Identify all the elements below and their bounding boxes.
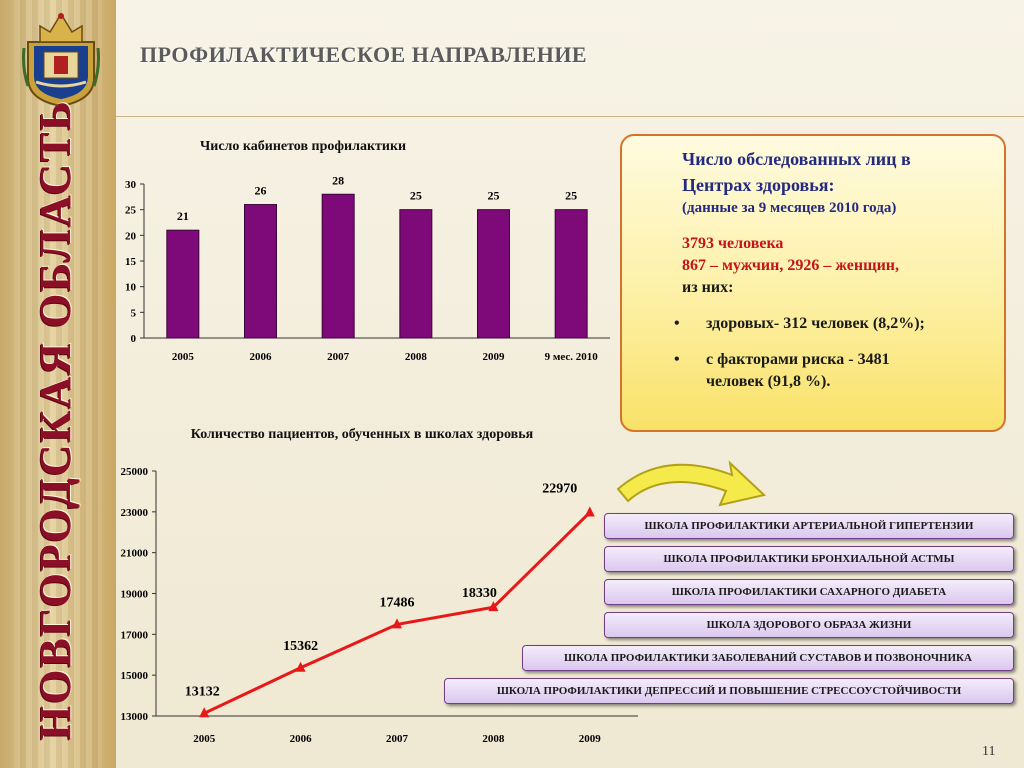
data-label: 15362 <box>283 639 318 654</box>
y-tick-label: 13000 <box>121 711 149 723</box>
school-item: ШКОЛА ПРОФИЛАКТИКИ ДЕПРЕССИЙ И ПОВЫШЕНИЕ… <box>444 678 1014 704</box>
x-tick-label: 2005 <box>172 351 195 363</box>
y-tick-label: 17000 <box>121 629 149 641</box>
bullet-icon: • <box>674 351 680 368</box>
info-bullet-risk-line2: человек (91,8 %). <box>706 373 831 390</box>
bar <box>399 209 433 339</box>
bullet-icon: • <box>674 315 680 332</box>
bar <box>554 209 588 339</box>
info-total: 3793 человека <box>682 235 784 252</box>
region-vertical-label: НОВГОРОДСКАЯ ОБЛАСТЬ <box>31 99 80 740</box>
y-tick-label: 30 <box>125 179 137 191</box>
school-item: ШКОЛА ЗДОРОВОГО ОБРАЗА ЖИЗНИ <box>604 612 1014 638</box>
x-tick-label: 2007 <box>386 733 409 745</box>
data-label: 13132 <box>185 684 220 699</box>
bar-chart: 0 5 10 15 20 25 30 21 2005 26 2006 28 2007 25 2008 25 20… <box>125 173 610 363</box>
y-tick-label: 25000 <box>121 466 149 478</box>
data-label: 17486 <box>380 595 415 610</box>
y-tick-label: 0 <box>131 333 137 345</box>
line-chart: 13000 15000 17000 19000 21000 23000 25000 13132… <box>121 466 638 745</box>
info-bullet-healthy: • здоровых- 312 человек (8,2%); <box>674 313 992 335</box>
info-heading-line1: Число обследованных лиц в <box>682 149 911 169</box>
header-divider <box>116 116 1024 117</box>
info-gender-breakdown: 867 – мужчин, 2926 – женщин, <box>682 257 900 274</box>
data-point <box>199 707 210 718</box>
bar-value-label: 25 <box>565 189 577 203</box>
data-point <box>584 506 595 517</box>
school-item: ШКОЛА ПРОФИЛАКТИКИ САХАРНОГО ДИАБЕТА <box>604 579 1014 605</box>
curved-arrow-icon <box>616 460 767 507</box>
data-point <box>392 618 402 629</box>
x-tick-label: 2009 <box>579 733 602 745</box>
sidebar <box>0 0 116 768</box>
school-item: ШКОЛА ПРОФИЛАКТИКИ ЗАБОЛЕВАНИЙ СУСТАВОВ … <box>522 645 1014 671</box>
bar-value-label: 21 <box>177 209 189 223</box>
info-bullet-risk-text: с факторами риска - 3481 <box>706 351 890 368</box>
x-tick-label: 2007 <box>327 351 350 363</box>
bar-value-label: 28 <box>332 173 344 187</box>
info-subheading: (данные за 9 месяцев 2010 года) <box>682 200 897 216</box>
x-tick-label: 2008 <box>405 351 428 363</box>
coat-of-arms-icon <box>22 12 100 108</box>
bar-value-label: 26 <box>255 184 267 198</box>
bar-value-label: 25 <box>410 189 422 203</box>
info-bullet-risk: • с факторами риска - 3481 <box>674 349 992 371</box>
y-tick-label: 23000 <box>121 507 149 519</box>
page-title: ПРОФИЛАКТИЧЕСКОЕ НАПРАВЛЕНИЕ <box>140 42 588 67</box>
school-item: ШКОЛА ПРОФИЛАКТИКИ АРТЕРИАЛЬНОЙ ГИПЕРТЕН… <box>604 513 1014 539</box>
data-point <box>295 661 306 672</box>
x-tick-label: 2008 <box>482 733 505 745</box>
bar-chart-title: Число кабинетов профилактики <box>200 139 407 154</box>
y-tick-label: 25 <box>125 205 137 217</box>
bar <box>477 209 510 339</box>
x-tick-label: 2006 <box>290 733 313 745</box>
y-tick-label: 15 <box>125 256 137 268</box>
y-tick-label: 19000 <box>121 589 149 601</box>
data-label: 18330 <box>462 586 497 601</box>
y-tick-label: 20 <box>125 230 137 242</box>
bar <box>244 204 277 339</box>
bar <box>321 193 355 339</box>
line-chart-title: Количество пациентов, обученных в школах… <box>190 427 534 442</box>
info-box: Число обследованных лиц в Центрах здоров… <box>620 134 1006 432</box>
x-tick-label: 2005 <box>193 733 216 745</box>
x-tick-label: 9 мес. 2010 <box>545 351 599 363</box>
info-heading-line2: Центрах здоровья: <box>682 175 835 195</box>
school-item: ШКОЛА ПРОФИЛАКТИКИ БРОНХИАЛЬНОЙ АСТМЫ <box>604 546 1014 572</box>
y-tick-label: 10 <box>125 282 137 294</box>
data-point <box>488 601 499 612</box>
bar-value-label: 25 <box>488 189 500 203</box>
bar <box>166 229 200 339</box>
y-tick-label: 15000 <box>121 670 149 682</box>
x-tick-label: 2006 <box>250 351 273 363</box>
y-tick-label: 5 <box>131 307 137 319</box>
data-label: 22970 <box>542 481 577 496</box>
info-bullet-healthy-text: здоровых- 312 человек (8,2%); <box>706 315 925 332</box>
y-tick-label: 21000 <box>121 548 149 560</box>
page-number: 11 <box>982 744 996 759</box>
info-of-them: из них: <box>682 279 734 296</box>
x-tick-label: 2009 <box>483 351 506 363</box>
